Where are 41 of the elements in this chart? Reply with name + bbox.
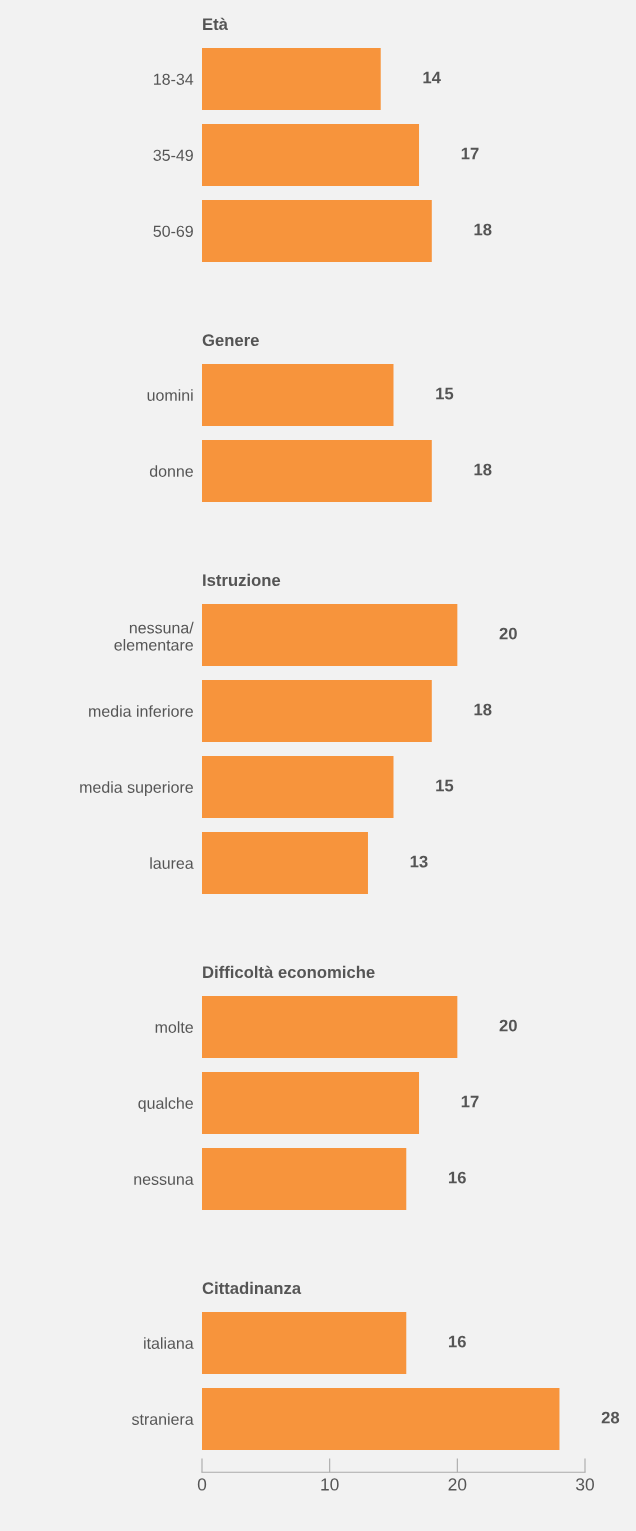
data-label: 16 [448, 1335, 466, 1348]
data-label: 17 [461, 1095, 479, 1108]
data-label: 15 [436, 779, 454, 792]
y-tick-label: donne [149, 465, 193, 477]
data-label: 20 [499, 1019, 517, 1032]
data-label: 18 [474, 703, 492, 716]
y-tick-label: uomini [147, 389, 193, 401]
bar [202, 832, 368, 894]
data-label: 18 [474, 463, 492, 476]
y-tick-label: 50-69 [153, 225, 193, 237]
y-tick-label: molte [155, 1021, 193, 1033]
y-tick-label: media superiore [80, 781, 193, 797]
data-label: 15 [436, 387, 454, 400]
bar [202, 680, 432, 742]
y-tick-label: italiana [144, 1337, 194, 1349]
y-tick-label: media inferiore [89, 705, 193, 717]
data-label: 20 [499, 627, 517, 640]
data-label: 13 [410, 855, 428, 868]
data-label: 14 [423, 71, 441, 84]
data-label: 16 [448, 1171, 466, 1184]
x-tick-label: 30 [576, 1478, 594, 1491]
chart-title: Istruzione [203, 573, 281, 587]
x-tick-label: 10 [321, 1478, 339, 1491]
data-label: 18 [474, 223, 492, 236]
x-tick-label: 20 [448, 1478, 467, 1491]
chart-title: Genere [202, 334, 259, 347]
y-tick-label: laurea [150, 857, 194, 869]
bar [202, 604, 458, 666]
bar [202, 756, 394, 818]
chart-title: Cittadinanza [202, 1281, 302, 1295]
y-tick-label: qualche [138, 1097, 193, 1113]
data-label: 28 [601, 1411, 620, 1424]
y-tick-label: 35-49 [153, 149, 193, 161]
y-tick-label: 18-34 [154, 73, 194, 85]
x-tick-label: 0 [197, 1478, 207, 1491]
y-tick-label: nessuna [134, 1176, 194, 1185]
data-label: 17 [461, 147, 479, 160]
y-tick-label: nessuna/ elementare [114, 621, 194, 651]
chart-title: Difficoltà economiche [203, 965, 375, 979]
y-tick-label: straniera [131, 1413, 194, 1425]
chart-title: Età [203, 17, 228, 31]
